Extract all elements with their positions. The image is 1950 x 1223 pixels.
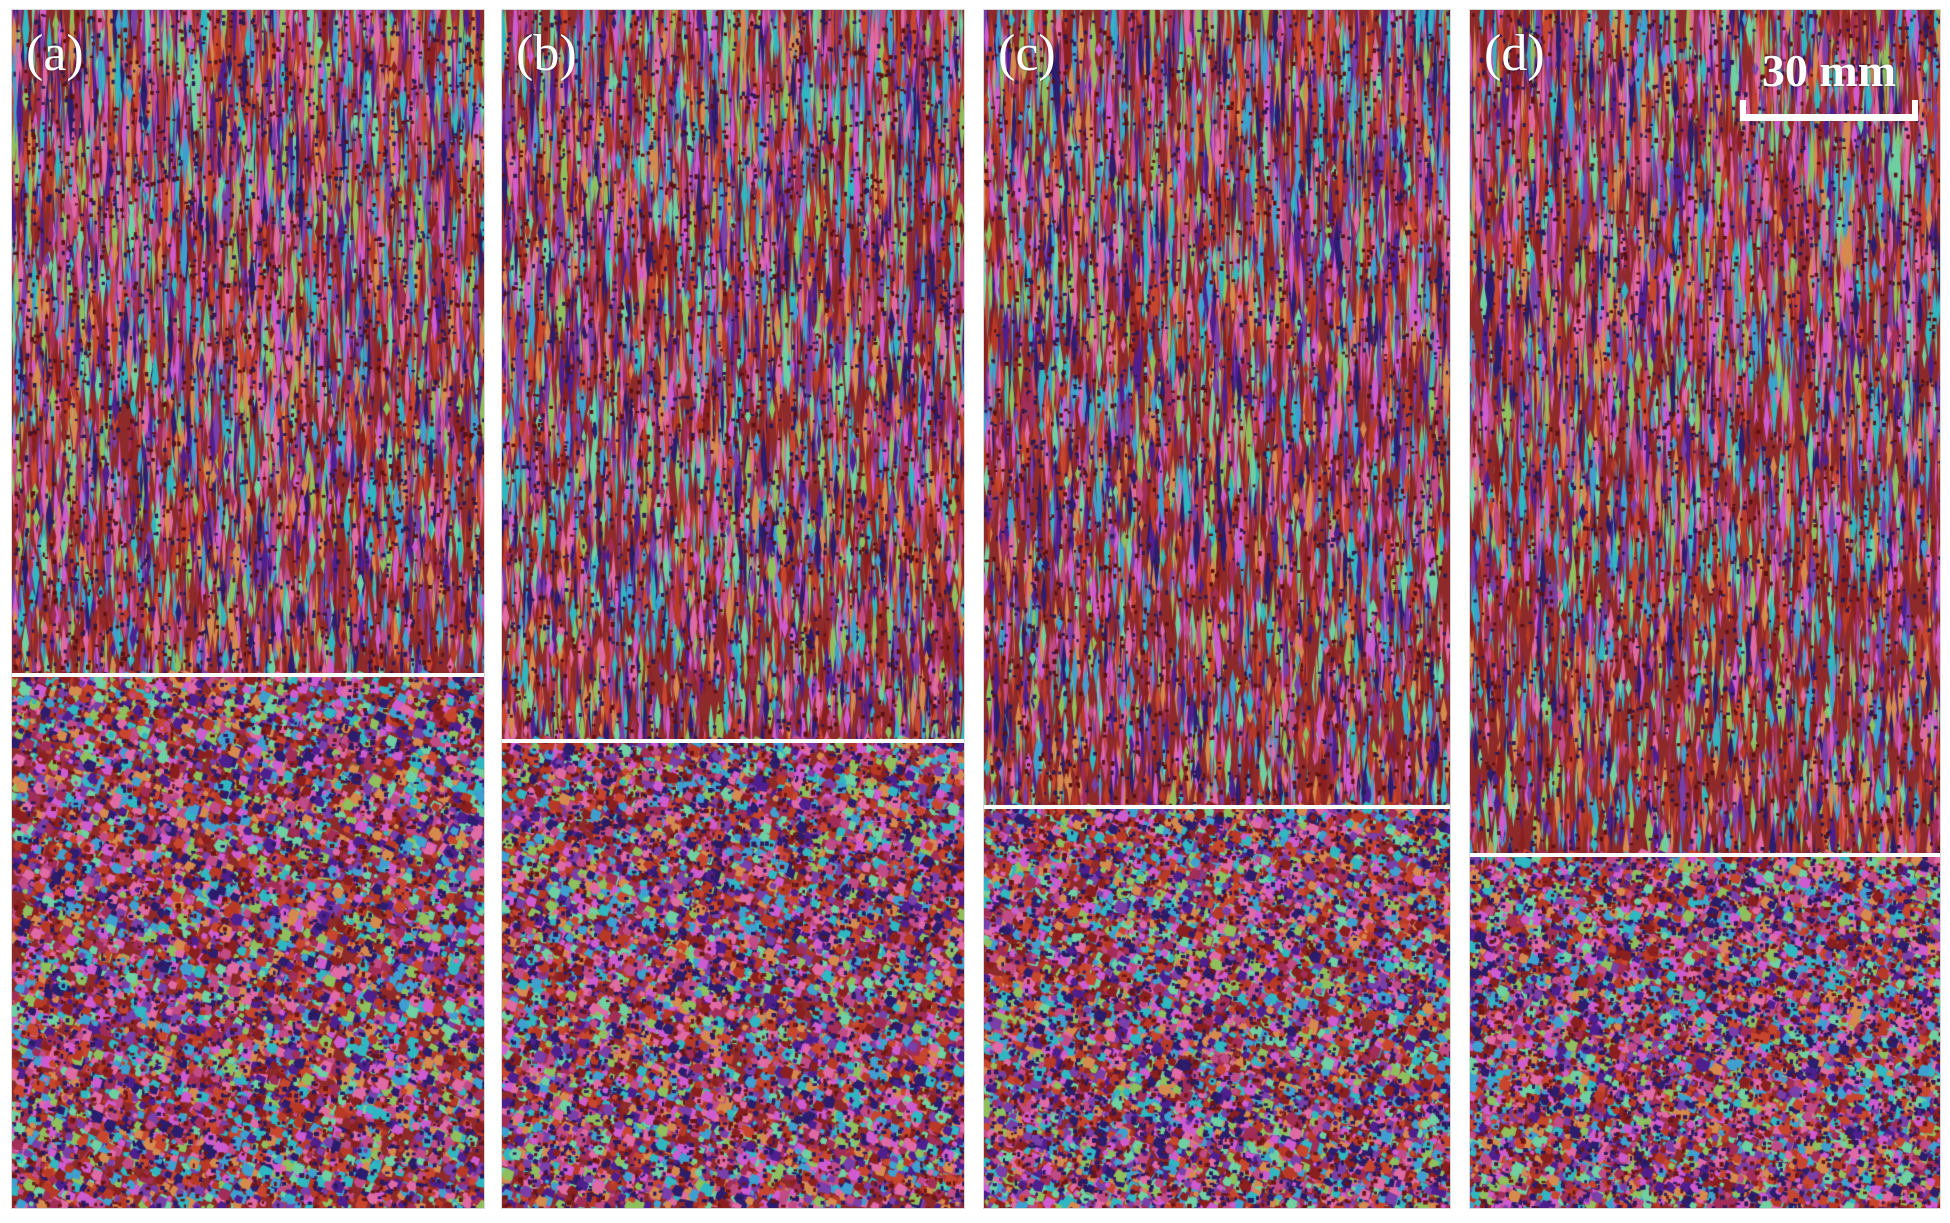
divider-a: [12, 673, 484, 677]
scale-bar-cap-left: [1740, 100, 1746, 121]
scale-bar-label: 30 mm: [1761, 45, 1897, 96]
scale-bar-line: [1740, 114, 1918, 121]
grain-map-c: [984, 10, 1450, 1208]
panel-label-d: (d): [1484, 25, 1545, 82]
grain-map-d: [1470, 10, 1940, 1208]
panel-label-b: (b): [516, 25, 577, 82]
panel-d: (d) 30 mm: [1470, 10, 1940, 1208]
panel-b: (b): [502, 10, 964, 1208]
divider-b: [502, 739, 964, 743]
scale-bar: 30 mm: [1740, 34, 1918, 134]
grain-map-a: [12, 10, 484, 1208]
panel-label-c: (c): [998, 25, 1056, 82]
divider-d: [1470, 853, 1940, 857]
panel-label-a: (a): [26, 25, 84, 82]
panel-a: (a): [12, 10, 484, 1208]
grain-map-b: [502, 10, 964, 1208]
panel-c: (c): [984, 10, 1450, 1208]
scale-bar-cap-right: [1912, 100, 1918, 121]
divider-c: [984, 805, 1450, 809]
